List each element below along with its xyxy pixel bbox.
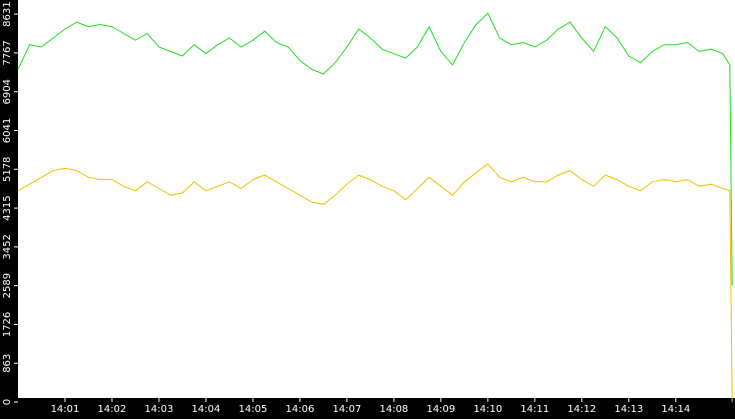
x-tick-label: 14:01: [51, 404, 80, 415]
y-tick-label: 863: [2, 354, 13, 373]
y-tick-label: 7767: [2, 40, 13, 65]
y-tick-label: 8631: [2, 1, 13, 26]
y-tick-label: 4315: [2, 195, 13, 220]
y-tick-label: 6041: [2, 118, 13, 143]
x-tick-label: 14:05: [239, 404, 268, 415]
y-tick-label: 6904: [2, 79, 13, 104]
x-tick-label: 14:07: [332, 404, 361, 415]
x-tick-label: 14:04: [192, 404, 221, 415]
y-tick-label: 2589: [2, 273, 13, 298]
series-line: [17, 163, 733, 403]
plot-area: [18, 0, 735, 398]
x-tick-label: 14:02: [98, 404, 127, 415]
x-tick-label: 14:12: [567, 404, 596, 415]
series-line: [17, 12, 733, 286]
y-tick-label: 5178: [2, 157, 13, 182]
x-tick-label: 14:06: [285, 404, 314, 415]
x-tick-label: 14:10: [473, 404, 502, 415]
y-tick-label: 0: [2, 399, 13, 405]
x-tick-label: 14:14: [661, 404, 690, 415]
y-tick-label: 3452: [2, 234, 13, 259]
x-tick-label: 14:03: [145, 404, 174, 415]
x-tick-label: 14:11: [520, 404, 549, 415]
x-tick-label: 14:13: [614, 404, 643, 415]
x-tick-label: 14:09: [426, 404, 455, 415]
x-tick-label: 14:08: [379, 404, 408, 415]
y-tick-label: 1726: [2, 312, 13, 337]
